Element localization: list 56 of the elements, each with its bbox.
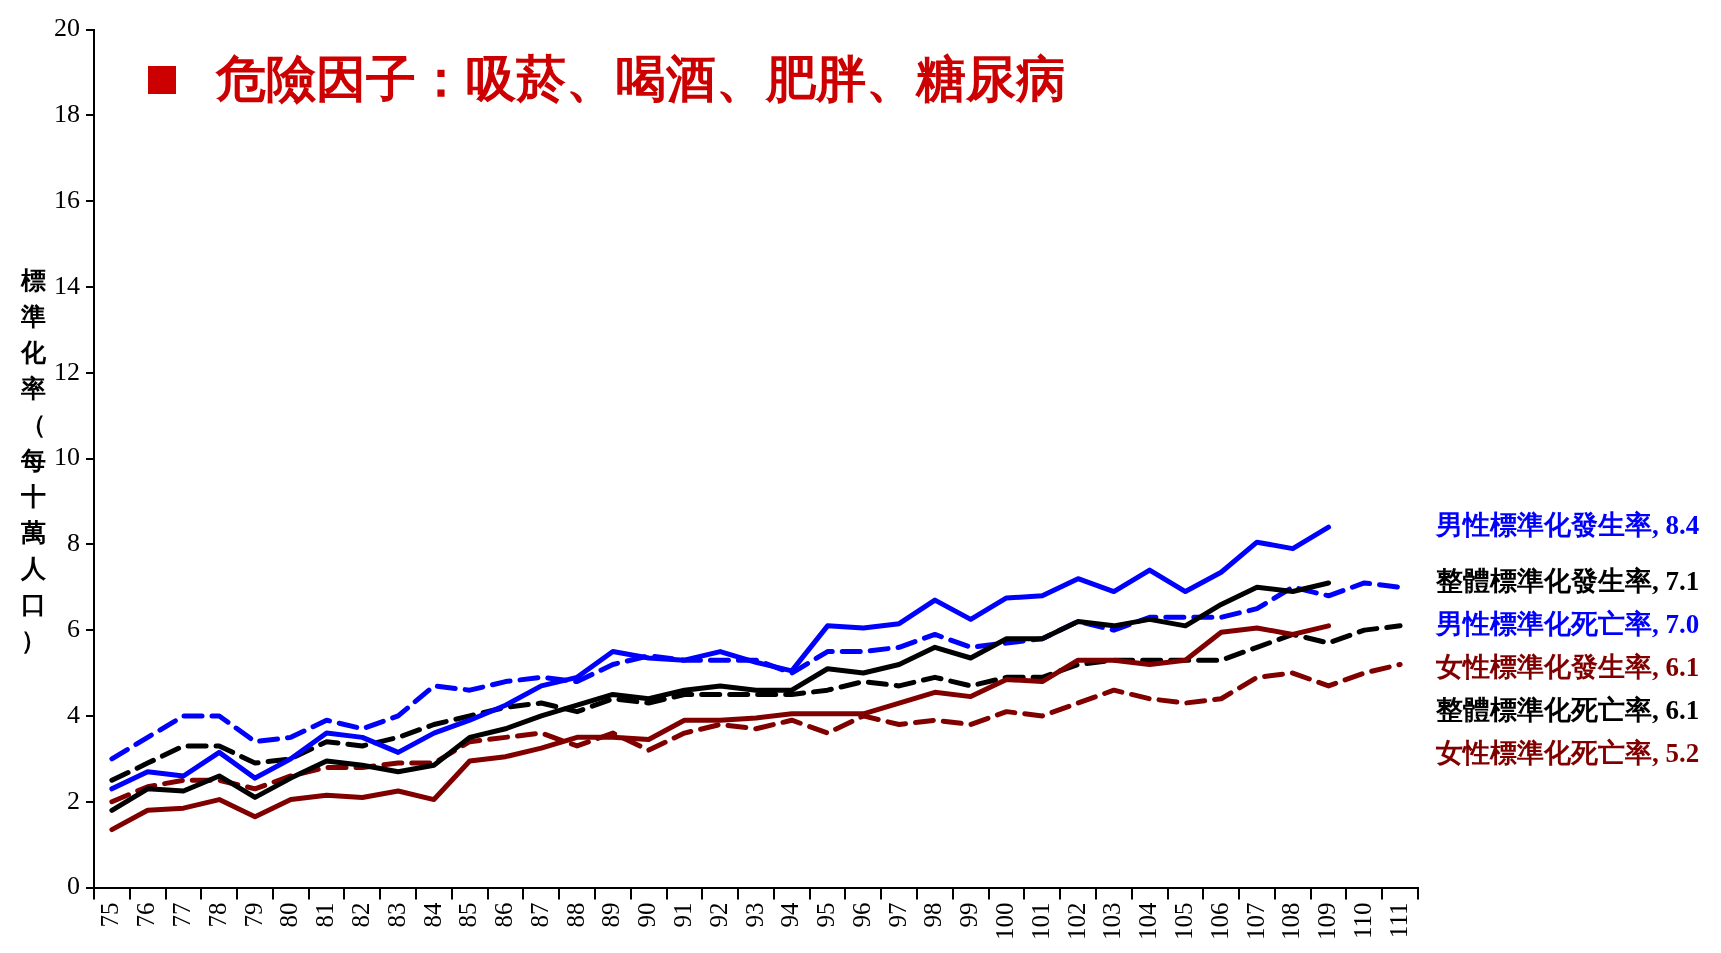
text: 標準化率（每十萬人口） (20, 267, 46, 654)
x-tick-label: 75 (96, 902, 124, 928)
text: 女性標準化發生率, 6.1 (1435, 651, 1700, 682)
y-tick-label: 14 (54, 270, 80, 300)
x-tick-label: 94 (776, 902, 804, 928)
chart-subtitle: 危險因子：吸菸、喝酒、肥胖、糖尿病 (216, 50, 1066, 109)
x-tick-label: 100 (991, 902, 1019, 940)
x-tick-label: 86 (490, 902, 518, 928)
x-tick-label: 105 (1169, 902, 1197, 940)
x-tick-label: 108 (1277, 902, 1305, 940)
y-tick-label: 12 (54, 356, 80, 386)
x-tick-label: 93 (740, 902, 768, 928)
x-tick-label: 87 (525, 902, 553, 928)
y-tick-label: 6 (67, 613, 80, 643)
text: 男性標準化發生率, 8.4 (1435, 510, 1700, 541)
y-tick-label: 8 (67, 528, 80, 558)
x-tick-label: 99 (955, 902, 983, 928)
x-tick-label: 85 (454, 902, 482, 928)
y-tick-label: 20 (54, 13, 80, 43)
x-tick-label: 91 (668, 902, 696, 928)
x-tick-label: 106 (1205, 902, 1233, 940)
x-tick-label: 89 (597, 902, 625, 928)
x-tick-label: 78 (203, 902, 231, 928)
x-tick-label: 96 (847, 902, 875, 928)
y-tick-label: 4 (67, 699, 80, 729)
x-tick-label: 83 (382, 902, 410, 928)
y-tick-label: 16 (54, 185, 80, 215)
x-tick-label: 79 (239, 902, 267, 928)
x-tick-label: 92 (704, 902, 732, 928)
x-tick-label: 103 (1098, 902, 1126, 940)
x-tick-label: 88 (561, 902, 589, 928)
x-tick-label: 82 (346, 902, 374, 928)
y-tick-label: 2 (67, 785, 80, 815)
x-tick-label: 102 (1062, 902, 1090, 940)
x-tick-label: 90 (633, 902, 661, 928)
x-tick-label: 76 (132, 902, 160, 928)
x-tick-label: 84 (418, 902, 446, 928)
text: 整體標準化死亡率, 6.1 (1435, 694, 1700, 725)
text: 女性標準化死亡率, 5.2 (1435, 737, 1700, 768)
y-tick-label: 10 (54, 442, 80, 472)
y-tick-label: 0 (67, 871, 80, 901)
x-tick-label: 80 (275, 902, 303, 928)
x-tick-label: 95 (812, 902, 840, 928)
series-label: 男性標準化死亡率, 7.0 (1435, 608, 1700, 639)
x-tick-label: 107 (1241, 902, 1269, 940)
text: 整體標準化發生率, 7.1 (1435, 565, 1700, 596)
x-tick-label: 97 (883, 902, 911, 928)
x-tick-label: 77 (168, 902, 196, 928)
x-tick-label: 111 (1384, 902, 1412, 939)
x-tick-label: 98 (919, 902, 947, 928)
x-tick-label: 101 (1026, 902, 1054, 940)
x-tick-label: 104 (1134, 902, 1162, 940)
x-tick-label: 110 (1348, 902, 1376, 940)
y-tick-label: 18 (54, 99, 80, 129)
x-tick-label: 81 (311, 902, 339, 928)
x-tick-label: 109 (1313, 902, 1341, 940)
